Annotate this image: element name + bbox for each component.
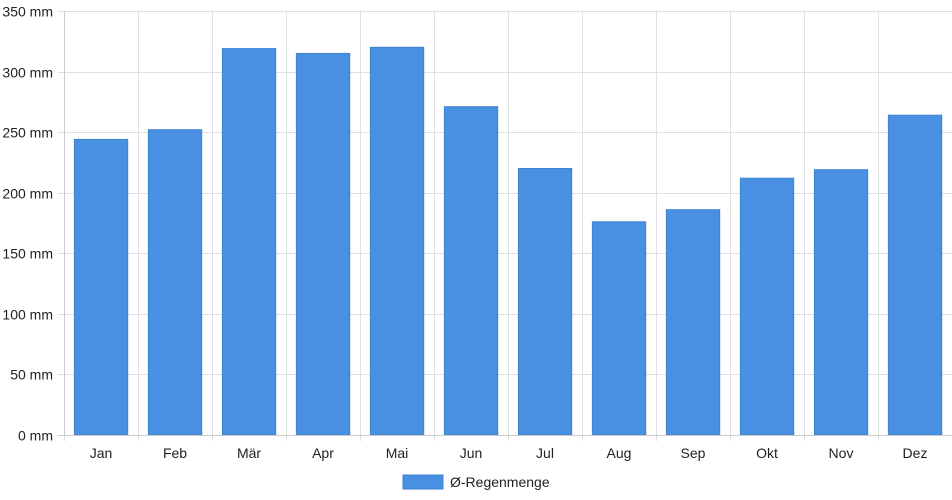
x-tick-label: Jan [90,445,113,461]
bar-nov[interactable] [813,169,869,436]
x-tick-label: Aug [607,445,632,461]
y-tick-label: 250 mm [2,125,53,141]
x-tick-label: Mai [386,445,409,461]
bar-jan[interactable] [73,138,129,436]
x-tick-label: Feb [163,445,187,461]
bar-apr[interactable] [295,52,351,436]
bar-jul[interactable] [517,168,573,436]
y-tick-label: 50 mm [10,367,53,383]
y-tick-labels: 0 mm 50 mm 100 mm 150 mm 200 mm 250 mm 300 mm 3… [2,4,53,444]
bar-feb[interactable] [147,129,203,436]
x-tick-label: Apr [312,445,334,461]
y-tick-label: 0 mm [18,428,53,444]
x-tick-label: Dez [903,445,928,461]
x-tick-label: Mär [237,445,261,461]
y-tick-label: 100 mm [2,307,53,323]
bar-aug[interactable] [591,221,647,436]
x-tick-labels: Jan Feb Mär Apr Mai Jun Jul Aug Sep Okt Nov Dez [90,445,928,461]
bars [73,46,943,436]
y-tick-label: 350 mm [2,4,53,20]
bar-sep[interactable] [665,209,721,436]
x-tick-label: Okt [756,445,778,461]
bar-jun[interactable] [443,106,499,436]
x-tick-label: Nov [829,445,854,461]
x-tick-label: Sep [681,445,706,461]
bar-mai[interactable] [369,46,425,436]
legend-swatch[interactable] [402,474,444,490]
grid-lines [58,11,952,441]
y-tick-label: 150 mm [2,246,53,262]
x-tick-label: Jul [536,445,554,461]
legend: Ø-Regenmenge [402,474,550,490]
bar-dez[interactable] [887,114,943,436]
y-tick-label: 300 mm [2,65,53,81]
axes [58,11,952,436]
x-tick-label: Jun [460,445,483,461]
bar-okt[interactable] [739,177,795,436]
y-tick-label: 200 mm [2,186,53,202]
bar-mär[interactable] [221,48,277,436]
legend-label[interactable]: Ø-Regenmenge [450,474,550,490]
